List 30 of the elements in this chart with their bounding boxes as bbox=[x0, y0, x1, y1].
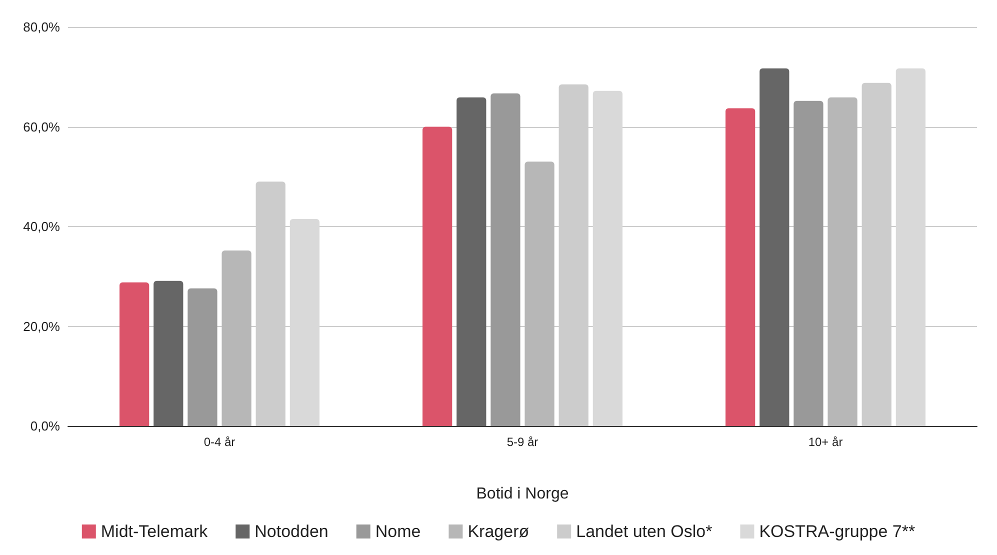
x-axis-title: Botid i Norge bbox=[476, 486, 569, 502]
bar bbox=[760, 68, 790, 426]
bar bbox=[490, 93, 520, 426]
bar bbox=[592, 90, 622, 426]
x-tick-label: 0-4 år bbox=[204, 435, 236, 449]
bar bbox=[154, 280, 184, 426]
bar bbox=[120, 282, 150, 426]
bar bbox=[456, 97, 486, 426]
bar bbox=[222, 250, 252, 426]
bar bbox=[524, 162, 554, 426]
legend-label: KOSTRA-gruppe 7** bbox=[759, 522, 916, 541]
bar bbox=[896, 68, 926, 426]
legend-label: Kragerø bbox=[468, 522, 530, 541]
y-tick-label: 0,0% bbox=[30, 418, 60, 434]
legend-label: Midt-Telemark bbox=[100, 522, 208, 541]
legend-label: Notodden bbox=[254, 522, 328, 541]
y-tick-label: 20,0% bbox=[23, 318, 60, 334]
bar bbox=[726, 108, 756, 426]
legend-label: Nome bbox=[375, 522, 421, 541]
y-tick-label: 60,0% bbox=[23, 119, 60, 134]
bar bbox=[794, 100, 824, 426]
x-tick-label: 5-9 år bbox=[506, 435, 538, 449]
bar bbox=[188, 288, 218, 426]
y-tick-label: 40,0% bbox=[23, 219, 60, 234]
bar bbox=[422, 126, 452, 426]
y-tick-label: 80,0% bbox=[23, 20, 60, 34]
bar bbox=[828, 97, 858, 426]
bar bbox=[290, 219, 320, 426]
x-tick-label: 10+ år bbox=[808, 435, 843, 449]
legend-label: Landet uten Oslo* bbox=[576, 522, 713, 541]
